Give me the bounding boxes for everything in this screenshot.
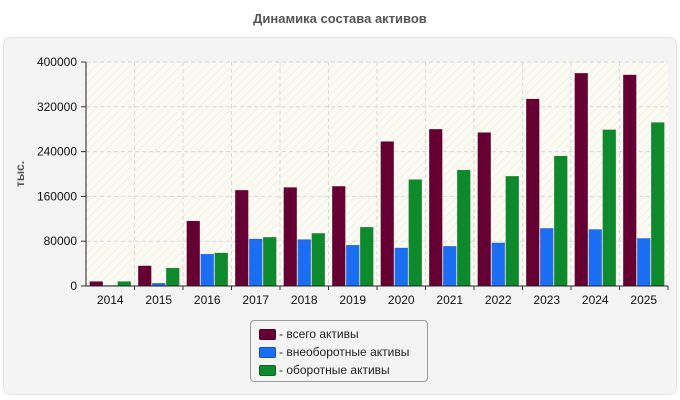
x-tick-label: 2025 [630,293,657,307]
bar [651,122,665,287]
bar [380,141,394,287]
bar [117,281,131,287]
legend-swatch [259,328,276,340]
legend-label: - всего активы [279,327,359,341]
bar [263,237,277,287]
y-tick-label: 80000 [44,234,78,248]
bar [408,179,422,287]
bar [588,229,602,287]
bar [574,72,588,287]
bar [540,228,554,287]
bar [554,155,568,287]
x-tick-label: 2014 [97,293,124,307]
bar [505,175,519,287]
x-tick-label: 2023 [533,293,560,307]
x-tick-label: 2016 [194,293,221,307]
legend: - всего активы - внеоборотные активы - о… [250,320,428,382]
y-tick-label: 400000 [37,55,77,69]
bar [394,247,408,287]
bar [429,128,443,287]
legend-item: - оборотные активы [251,361,427,379]
x-tick-label: 2024 [582,293,609,307]
y-tick-label: 320000 [37,100,77,114]
x-tick-labels: 2014 2015 2016 2017 2018 2019 2020 2021 2022 2023… [97,286,669,307]
bar [477,132,491,287]
x-tick-label: 2017 [242,293,269,307]
y-tick-label: 160000 [37,189,77,203]
bar [602,129,616,287]
bar [346,244,360,287]
legend-swatch [259,346,276,358]
y-tick-label: 0 [70,279,77,293]
x-tick-label: 2015 [145,293,172,307]
legend-swatch [259,364,276,376]
x-tick-label: 2021 [436,293,463,307]
bar [637,238,651,287]
y-tick-label: 240000 [37,145,77,159]
grid-lines [81,61,668,287]
y-tick-labels: 0 80000 160000 240000 320000 400000 [37,55,77,293]
bar [249,238,263,287]
bar [332,186,346,287]
bar [283,187,297,287]
bar [457,169,471,287]
bar [186,220,200,287]
bar [297,239,311,287]
bar [138,265,152,287]
x-tick-label: 2019 [339,293,366,307]
legend-label: - внеоборотные активы [279,345,410,359]
legend-label: - оборотные активы [279,363,390,377]
chart-title: Динамика состава активов [253,11,427,26]
bar [360,226,374,287]
bar [166,267,180,287]
bar [623,74,637,287]
legend-item: - всего активы [251,325,427,343]
y-axis-label: тыс. [13,161,27,187]
bar [491,242,505,287]
legend-item: - внеоборотные активы [251,343,427,361]
x-tick-label: 2022 [485,293,512,307]
bar [443,245,457,287]
bar [214,252,228,287]
x-tick-label: 2018 [291,293,318,307]
bar [526,98,540,287]
x-tick-label: 2020 [388,293,415,307]
bar [235,189,249,287]
bar [311,233,325,287]
bar [200,253,214,287]
bar [89,281,103,287]
